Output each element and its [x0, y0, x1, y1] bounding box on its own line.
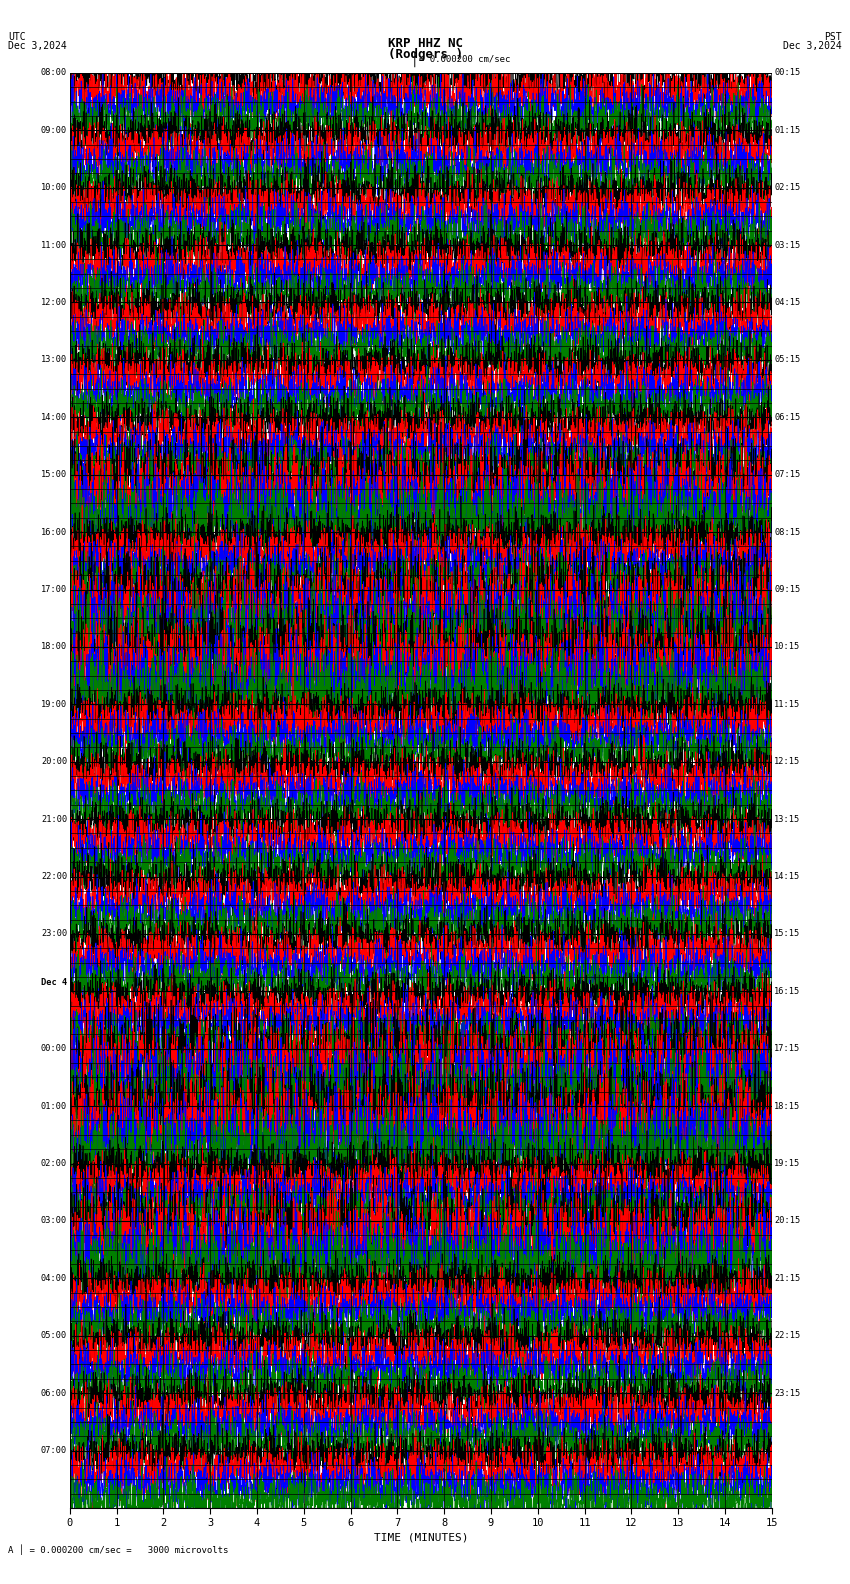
- Text: 08:00: 08:00: [41, 68, 67, 78]
- Text: 04:15: 04:15: [774, 298, 801, 307]
- Text: 13:00: 13:00: [41, 355, 67, 364]
- Text: 21:15: 21:15: [774, 1274, 801, 1283]
- Text: 22:00: 22:00: [41, 873, 67, 881]
- Text: 19:00: 19:00: [41, 700, 67, 708]
- Text: 11:00: 11:00: [41, 241, 67, 250]
- Text: 03:15: 03:15: [774, 241, 801, 250]
- Text: 17:15: 17:15: [774, 1044, 801, 1053]
- Text: 00:00: 00:00: [41, 1044, 67, 1053]
- Text: 01:15: 01:15: [774, 125, 801, 135]
- Text: 14:15: 14:15: [774, 873, 801, 881]
- Text: 09:15: 09:15: [774, 584, 801, 594]
- Text: 17:00: 17:00: [41, 584, 67, 594]
- Text: (Rodgers ): (Rodgers ): [388, 48, 462, 62]
- Text: 07:00: 07:00: [41, 1446, 67, 1456]
- Text: A │ = 0.000200 cm/sec =   3000 microvolts: A │ = 0.000200 cm/sec = 3000 microvolts: [8, 1544, 229, 1555]
- Text: 02:00: 02:00: [41, 1159, 67, 1167]
- Text: 09:00: 09:00: [41, 125, 67, 135]
- Text: 10:15: 10:15: [774, 643, 801, 651]
- Text: 15:00: 15:00: [41, 470, 67, 480]
- Text: Dec 3,2024: Dec 3,2024: [783, 41, 842, 51]
- Text: Dec 4: Dec 4: [41, 977, 67, 987]
- Text: 06:15: 06:15: [774, 413, 801, 421]
- Text: 18:00: 18:00: [41, 643, 67, 651]
- Text: 13:15: 13:15: [774, 814, 801, 824]
- Text: 07:15: 07:15: [774, 470, 801, 480]
- Text: 12:00: 12:00: [41, 298, 67, 307]
- Text: 12:15: 12:15: [774, 757, 801, 767]
- X-axis label: TIME (MINUTES): TIME (MINUTES): [373, 1533, 468, 1543]
- Text: Dec 3,2024: Dec 3,2024: [8, 41, 67, 51]
- Text: 23:15: 23:15: [774, 1389, 801, 1397]
- Text: 23:00: 23:00: [41, 930, 67, 938]
- Text: 20:15: 20:15: [774, 1217, 801, 1226]
- Text: 21:00: 21:00: [41, 814, 67, 824]
- Text: 03:00: 03:00: [41, 1217, 67, 1226]
- Text: PST: PST: [824, 32, 842, 41]
- Text: 14:00: 14:00: [41, 413, 67, 421]
- Text: 06:00: 06:00: [41, 1389, 67, 1397]
- Text: 18:15: 18:15: [774, 1101, 801, 1110]
- Text: = 0.000200 cm/sec: = 0.000200 cm/sec: [419, 55, 510, 63]
- Text: 08:15: 08:15: [774, 527, 801, 537]
- Text: 05:15: 05:15: [774, 355, 801, 364]
- Text: 10:00: 10:00: [41, 184, 67, 192]
- Text: 15:15: 15:15: [774, 930, 801, 938]
- Text: 05:00: 05:00: [41, 1331, 67, 1340]
- Text: 16:00: 16:00: [41, 527, 67, 537]
- Text: 19:15: 19:15: [774, 1159, 801, 1167]
- Text: 01:00: 01:00: [41, 1101, 67, 1110]
- Text: 00:15: 00:15: [774, 68, 801, 78]
- Text: UTC: UTC: [8, 32, 26, 41]
- Text: 16:15: 16:15: [774, 987, 801, 996]
- Text: 22:15: 22:15: [774, 1331, 801, 1340]
- Text: 02:15: 02:15: [774, 184, 801, 192]
- Text: KRP HHZ NC: KRP HHZ NC: [388, 36, 462, 51]
- Text: 11:15: 11:15: [774, 700, 801, 708]
- Text: 04:00: 04:00: [41, 1274, 67, 1283]
- Text: │: │: [411, 52, 418, 67]
- Text: 20:00: 20:00: [41, 757, 67, 767]
